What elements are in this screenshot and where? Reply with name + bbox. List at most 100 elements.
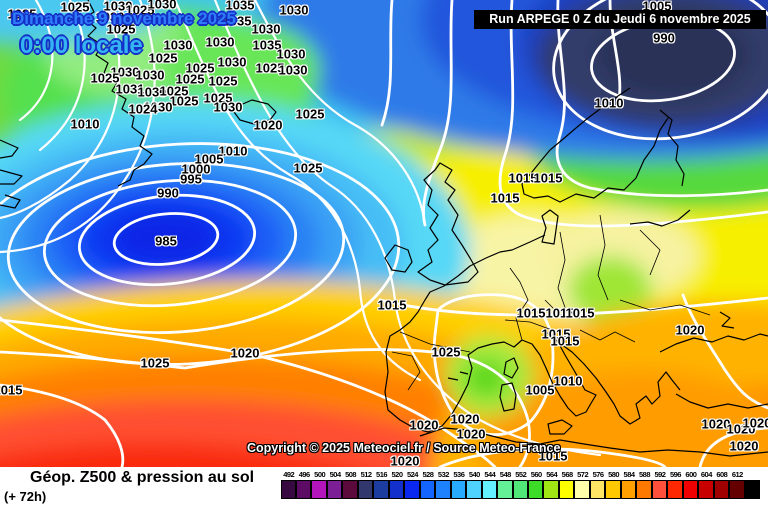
pressure-label: 1025 <box>7 6 37 22</box>
pressure-label: 1025 <box>140 355 170 371</box>
scale-swatch <box>373 480 389 499</box>
scale-value: 564 <box>546 470 558 479</box>
scale-swatch <box>326 480 343 499</box>
scale-swatch <box>342 480 358 499</box>
pressure-label: 1030 <box>147 0 177 12</box>
scale-step: 608 <box>713 470 730 499</box>
pressure-label: 1015 <box>545 305 575 321</box>
pressure-label: 1010 <box>553 373 583 389</box>
pressure-label: 1020 <box>726 421 756 437</box>
scale-swatch <box>450 480 467 499</box>
scale-swatch <box>558 480 575 499</box>
scale-swatch <box>512 480 528 499</box>
copyright-notice: Copyright © 2025 Meteociel.fr / Source M… <box>247 441 561 455</box>
scale-swatch <box>404 480 420 499</box>
scale-step: 536 <box>450 470 467 499</box>
scale-step: 596 <box>667 470 683 499</box>
pressure-label: 1020 <box>409 417 439 433</box>
pressure-label: 990 <box>653 30 675 46</box>
pressure-label: 1025 <box>255 60 285 76</box>
scale-step: 604 <box>698 470 714 499</box>
scale-value: 572 <box>577 470 589 479</box>
scale-value: 492 <box>283 470 295 479</box>
pressure-label: 1020 <box>742 415 768 431</box>
scale-swatch <box>466 480 482 499</box>
pressure-label: 995 <box>180 171 202 187</box>
scale-value: 592 <box>654 470 666 479</box>
scale-swatch <box>589 480 606 499</box>
scale-step: 576 <box>589 470 606 499</box>
scale-value: 600 <box>685 470 697 479</box>
pressure-label: 1015 <box>550 333 580 349</box>
pressure-label: 1030 <box>143 99 173 115</box>
scale-value: 508 <box>345 470 357 479</box>
scale-step: 548 <box>497 470 513 499</box>
scale-value: 604 <box>700 470 713 479</box>
scale-swatch <box>698 480 714 499</box>
pressure-label: 1020 <box>230 345 260 361</box>
pressure-label: 1015 <box>490 190 520 206</box>
scale-swatch <box>729 480 745 499</box>
scale-value: 596 <box>669 470 682 479</box>
pressure-label: 1005 <box>525 382 555 398</box>
pressure-label: 1025 <box>148 50 178 66</box>
pressure-label: 1020 <box>701 416 731 432</box>
scale-value: 524 <box>406 470 419 479</box>
scale-value: 500 <box>314 470 326 479</box>
pressure-label: 1031 <box>115 81 145 97</box>
pressure-label: 1030 <box>135 67 165 83</box>
pressure-label: 1025 <box>90 70 120 86</box>
scale-value: 580 <box>608 470 620 479</box>
scale-step: 572 <box>574 470 590 499</box>
scale-value: 612 <box>731 470 744 479</box>
pressure-label: 1025 <box>295 106 325 122</box>
pressure-label: 1010 <box>594 95 624 111</box>
pressure-label: 1025 <box>293 160 323 176</box>
pressure-label: 1030 <box>276 46 306 62</box>
scale-value: 576 <box>592 470 605 479</box>
pressure-label: 1030 <box>163 37 193 53</box>
pressure-label: 1020 <box>675 322 705 338</box>
pressure-label: 1020 <box>390 453 420 468</box>
scale-swatch <box>713 480 730 499</box>
scale-swatch <box>497 480 513 499</box>
scale-swatch <box>744 480 761 499</box>
valid-date: Dimanche 9 novembre 2025 <box>12 9 236 28</box>
pressure-label: 1000 <box>181 161 211 177</box>
scale-swatch <box>543 480 559 499</box>
scale-swatch <box>620 480 637 499</box>
pressure-label: 1030 <box>110 64 140 80</box>
scale-step: 516 <box>373 470 389 499</box>
scale-step: 612 <box>729 470 745 499</box>
scale-step: 568 <box>558 470 575 499</box>
pressure-label: 1030 <box>278 62 308 78</box>
pressure-label: 1020 <box>456 426 486 442</box>
scale-swatch <box>682 480 699 499</box>
scale-swatch <box>528 480 544 499</box>
pressure-label: 1030 <box>217 54 247 70</box>
pressure-label: 1005 <box>194 151 224 167</box>
valid-datetime: Dimanche 9 novembre 2025 0:00 locale <box>12 9 236 59</box>
pressure-label: 1025 <box>203 90 233 106</box>
pressure-label: 1025 <box>159 83 189 99</box>
scale-step: 552 <box>512 470 528 499</box>
map-color-field <box>0 0 768 467</box>
scale-step: 544 <box>481 470 498 499</box>
scale-value: 496 <box>298 470 311 479</box>
pressure-label: 1024 <box>128 101 158 117</box>
pressure-label: 1015 <box>565 305 595 321</box>
scale-swatch <box>651 480 668 499</box>
color-scale: 492 496 500 504 508 512 516 520 524 528 532 536 540 5… <box>280 470 761 499</box>
pressure-label: 1020 <box>450 411 480 427</box>
pressure-label: 1015 <box>533 170 563 186</box>
scale-step: 508 <box>342 470 358 499</box>
pressure-label: 1025 <box>60 0 90 15</box>
pressure-label: 985 <box>155 233 177 249</box>
scale-value: 548 <box>499 470 512 479</box>
pressure-label: 1030 <box>205 34 235 50</box>
scale-value: 528 <box>422 470 434 479</box>
scale-step: 524 <box>404 470 420 499</box>
scale-swatch <box>667 480 683 499</box>
scale-step: 500 <box>311 470 327 499</box>
